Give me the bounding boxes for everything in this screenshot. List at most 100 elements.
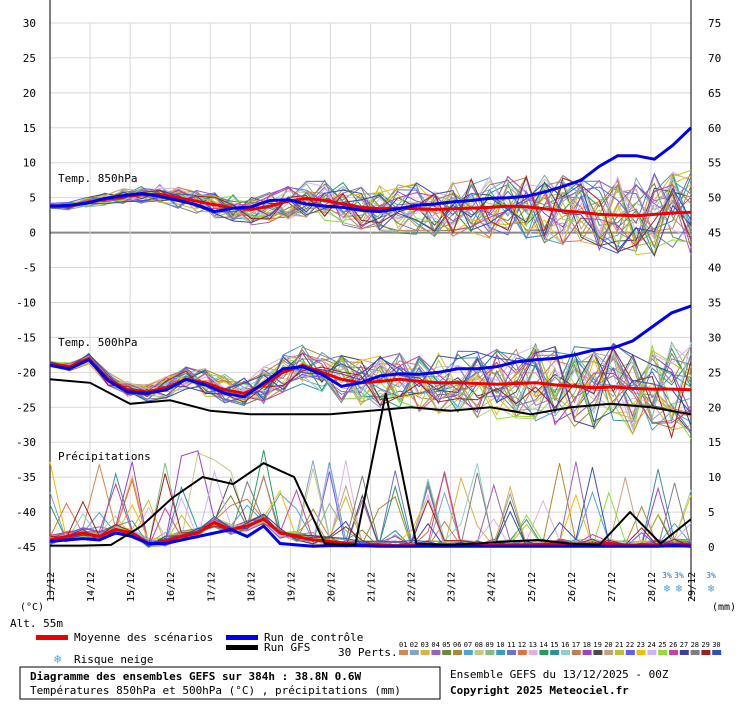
y-tick-right: 0 [708, 541, 715, 554]
member-line-t850 [49, 174, 692, 249]
right-unit-label: (mm) [712, 602, 736, 613]
member-legend-number: 20 [604, 641, 612, 649]
member-legend-number: 08 [475, 641, 483, 649]
y-tick-left: 25 [23, 52, 36, 65]
panel-label-t500: Temp. 500hPa [58, 336, 137, 349]
member-legend-swatch [550, 650, 560, 655]
member-legend-number: 09 [485, 641, 493, 649]
x-tick: 23/12 [447, 572, 458, 602]
member-legend-number: 13 [529, 641, 537, 649]
member-line-t500 [49, 349, 692, 424]
member-legend-swatch [485, 650, 495, 655]
member-legend-number: 21 [615, 641, 623, 649]
legend-perts-label: 30 Perts. [338, 646, 398, 659]
member-legend-swatch [517, 650, 527, 655]
y-tick-right: 10 [708, 471, 721, 484]
footer-box [19, 666, 441, 700]
x-tick: 16/12 [166, 572, 177, 602]
y-tick-left: -15 [16, 331, 36, 344]
y-tick-right: 30 [708, 331, 721, 344]
member-legend-swatch [625, 650, 635, 655]
member-line-t850 [49, 169, 692, 247]
x-tick: 19/12 [286, 572, 297, 602]
legend-mean-label: Moyenne des scénarios [74, 631, 213, 644]
y-tick-right: 70 [708, 52, 721, 65]
legend-control-label: Run de contrôle [264, 631, 363, 644]
snow-percent: 3% [674, 571, 684, 580]
member-legend-swatch [636, 650, 646, 655]
member-legend-swatch [463, 650, 473, 655]
y-tick-left: 10 [23, 157, 36, 170]
member-legend-swatch [571, 650, 581, 655]
member-legend-swatch [399, 650, 408, 655]
member-legend-swatch [507, 650, 516, 655]
y-tick-right: 65 [708, 87, 721, 100]
member-line-t500 [49, 349, 692, 433]
y-tick-right: 35 [708, 296, 721, 309]
y-tick-right: 50 [708, 192, 721, 205]
member-line-t500 [49, 345, 692, 431]
member-legend-number: 26 [669, 641, 677, 649]
y-tick-right: 25 [708, 366, 721, 379]
snow-percent: 3% [706, 571, 716, 580]
member-legend-number: 22 [626, 641, 634, 649]
y-tick-right: 5 [708, 506, 715, 519]
member-legend-swatch [496, 650, 506, 655]
x-tick: 21/12 [367, 572, 378, 602]
panel-label-t850: Temp. 850hPa [58, 172, 137, 185]
member-legend-number: 27 [680, 641, 688, 649]
axes [49, 0, 692, 599]
member-legend-number: 04 [431, 641, 439, 649]
member-legend-swatch [690, 650, 700, 655]
y-tick-left: -30 [16, 436, 36, 449]
member-legend-swatch [539, 650, 549, 655]
member-legend-number: 10 [496, 641, 504, 649]
y-tick-right: 40 [708, 262, 721, 275]
member-legend-number: 17 [572, 641, 580, 649]
x-tick: 25/12 [527, 572, 538, 602]
y-tick-right: 20 [708, 401, 721, 414]
member-legend-swatch [604, 650, 614, 655]
member-legend-number: 25 [658, 641, 666, 649]
x-tick: 28/12 [647, 572, 658, 602]
member-legend-number: 06 [453, 641, 461, 649]
member-legend-number: 05 [442, 641, 450, 649]
y-tick-right: 45 [708, 227, 721, 240]
snow-percent: 3% [662, 571, 672, 580]
member-legend-number: 16 [561, 641, 569, 649]
member-line-t850 [49, 175, 692, 252]
snowflake-icon: ❄ [54, 652, 61, 666]
member-legend-number: 19 [593, 641, 601, 649]
member-legend-number: 18 [583, 641, 591, 649]
series-line-t850 [49, 126, 693, 214]
series-line-precip [50, 393, 692, 547]
series-line-t500 [49, 378, 692, 416]
series-line-precip [49, 524, 692, 548]
member-legend-swatch [561, 650, 570, 655]
y-tick-left: -25 [16, 401, 36, 414]
x-tick: 29/12 [687, 572, 698, 602]
member-legend-number: 24 [647, 641, 655, 649]
member-legend-number: 01 [399, 641, 407, 649]
member-legend-number: 30 [712, 641, 720, 649]
x-tick: 13/12 [46, 572, 57, 602]
series-line-t500 [49, 304, 692, 399]
member-legend-swatch [431, 650, 441, 655]
snow-markers: 3%❄3%❄3%❄ [662, 571, 716, 595]
member-legend-number: 28 [691, 641, 699, 649]
y-tick-right: 15 [708, 436, 721, 449]
y-tick-left: 20 [23, 87, 36, 100]
member-legend-swatch [528, 650, 538, 655]
snowflake-icon: ❄ [676, 582, 683, 595]
member-legend-number: 15 [550, 641, 558, 649]
y-tick-left: 0 [29, 227, 36, 240]
footer-run-label: Ensemble GEFS du 13/12/2025 - 00Z [450, 668, 669, 681]
member-legend-number: 14 [539, 641, 547, 649]
x-tick: 22/12 [407, 572, 418, 602]
x-tick: 26/12 [567, 572, 578, 602]
member-legend-swatch [442, 650, 452, 655]
member-legend-swatch [679, 650, 689, 655]
